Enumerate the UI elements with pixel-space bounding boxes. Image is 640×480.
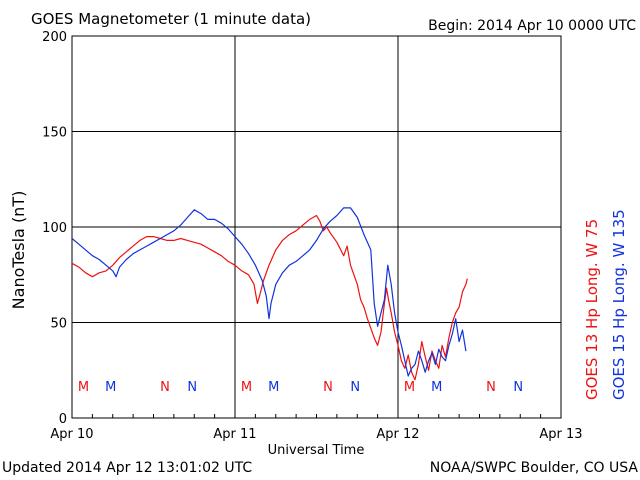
updated-timestamp: Updated 2014 Apr 12 13:01:02 UTC [2, 460, 252, 476]
y-axis-label: NanoTesla (nT) [9, 191, 28, 310]
credit-label: NOAA/SWPC Boulder, CO USA [430, 460, 639, 476]
annotation-m: M [431, 380, 442, 395]
annotation-n: N [187, 380, 197, 395]
legend-goes15: GOES 15 Hp Long. W 135 [610, 209, 628, 400]
x-tick-label: Apr 13 [539, 427, 582, 442]
annotation-n: N [160, 380, 170, 395]
y-tick-label: 200 [42, 30, 67, 45]
annotation-m: M [268, 380, 279, 395]
series-lines [71, 207, 468, 381]
x-tick-label: Apr 10 [50, 427, 93, 442]
x-axis-ticks: Apr 10 Apr 11 Apr 12 Apr 13 [50, 410, 583, 442]
annotation-n: N [486, 380, 496, 395]
series-line-goes15 [71, 207, 467, 377]
y-tick-label: 50 [50, 317, 67, 332]
y-tick-label: 150 [42, 126, 67, 141]
x-tick-label: Apr 12 [376, 427, 419, 442]
annotation-m: M [241, 380, 252, 395]
annotation-n: N [323, 380, 333, 395]
begin-time: Begin: 2014 Apr 10 0000 UTC [428, 18, 636, 34]
x-tick-label: Apr 11 [213, 427, 256, 442]
annotation-n: N [513, 380, 523, 395]
annotation-m: M [404, 380, 415, 395]
chart-title: GOES Magnetometer (1 minute data) [31, 10, 311, 28]
y-tick-label: 0 [59, 412, 67, 427]
y-axis-ticks: 0 50 100 150 200 [42, 30, 78, 427]
legend-goes13: GOES 13 Hp Long. W 75 [583, 219, 601, 400]
legend: GOES 13 Hp Long. W 75 GOES 15 Hp Long. W… [583, 209, 628, 400]
annotation-m: M [78, 380, 89, 395]
x-axis-label: Universal Time [268, 443, 365, 458]
series-line-goes13 [71, 214, 468, 381]
annotation-n: N [350, 380, 360, 395]
y-tick-label: 100 [42, 221, 67, 236]
annotation-m: M [105, 380, 116, 395]
plot-grid [72, 36, 561, 418]
